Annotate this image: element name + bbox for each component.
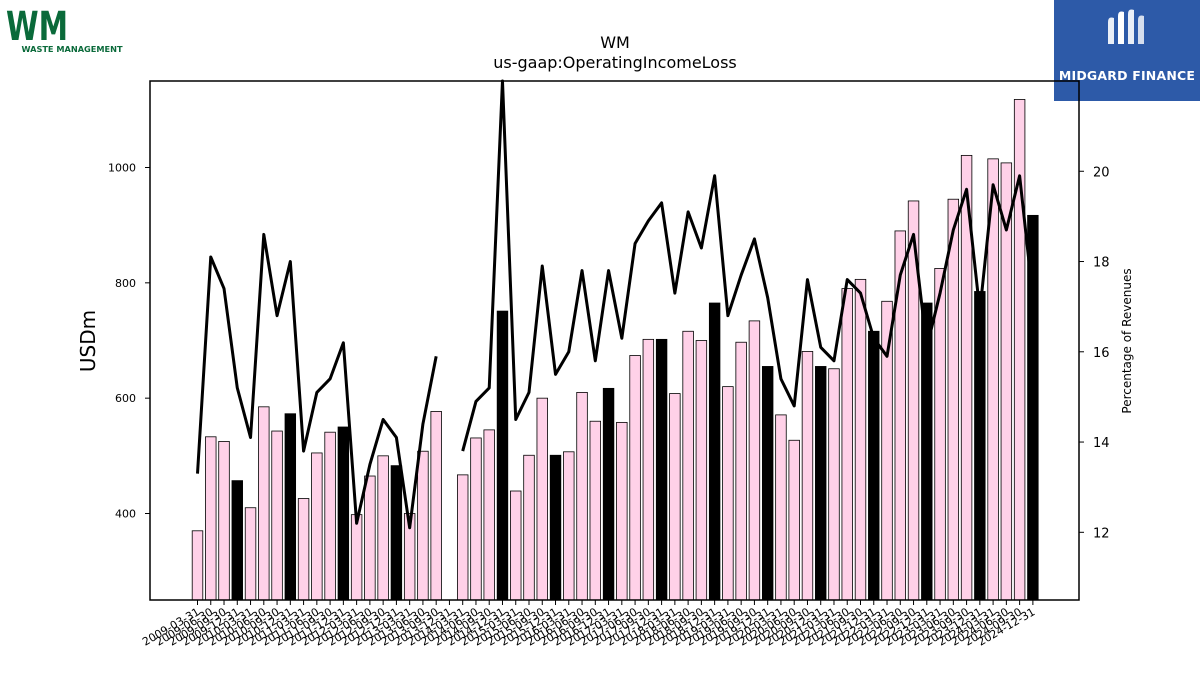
bar-2013-09-30 xyxy=(430,411,442,601)
bar-2016-12-31 xyxy=(602,387,615,601)
bar-2009-06-30 xyxy=(205,436,217,601)
y-tick-label: 400 xyxy=(115,508,136,521)
bar-2020-09-30 xyxy=(801,351,814,601)
bar-2021-06-30 xyxy=(841,288,853,601)
bar-2010-12-31 xyxy=(284,413,297,601)
y-axis-label: USDm xyxy=(76,310,100,372)
waste-management-logo: WM WASTE MANAGEMENT xyxy=(6,4,123,54)
bar-2016-09-30 xyxy=(589,420,602,601)
bar-2011-03-31 xyxy=(297,498,310,601)
bar-2021-12-31 xyxy=(868,330,880,601)
bar-2017-06-30 xyxy=(629,355,641,601)
bar-2014-03-31 xyxy=(456,474,469,601)
bar-2012-06-30 xyxy=(364,475,376,601)
bar-2018-12-31 xyxy=(708,302,721,601)
bar-2018-03-31 xyxy=(669,393,681,601)
bar-2017-03-31 xyxy=(616,421,628,601)
y2-tick-label: 18 xyxy=(1093,256,1110,271)
bar-2012-09-30 xyxy=(377,455,389,601)
y2-axis-label: Percentage of Revenues xyxy=(1120,268,1134,413)
bar-2015-12-31 xyxy=(549,454,562,601)
bar-2017-12-31 xyxy=(655,338,668,601)
bar-2020-06-30 xyxy=(788,439,800,601)
bar-2010-09-30 xyxy=(271,430,283,601)
bar-2020-03-31 xyxy=(775,414,787,601)
bar-2022-06-30 xyxy=(894,230,906,601)
bar-2019-03-31 xyxy=(722,386,734,601)
bar-2012-03-31 xyxy=(350,514,363,601)
bar-2015-03-31 xyxy=(510,490,522,601)
bar-2016-03-31 xyxy=(563,451,575,601)
y2-tick-label: 16 xyxy=(1093,346,1110,361)
bar-2019-06-30 xyxy=(735,341,747,601)
chart-title: WM xyxy=(600,33,630,52)
bar-2009-09-30 xyxy=(218,441,230,601)
bar-2023-12-31 xyxy=(974,291,986,601)
chart-subtitle: us-gaap:OperatingIncomeLoss xyxy=(493,53,737,72)
bar-2010-06-30 xyxy=(258,406,270,601)
y-tick-label: 800 xyxy=(115,277,136,290)
bar-2011-12-31 xyxy=(337,426,350,601)
bar-2023-03-31 xyxy=(934,268,946,601)
midgard-mark-icon xyxy=(1108,9,1144,44)
provider-name: MIDGARD FINANCE xyxy=(1058,68,1196,83)
bar-2013-06-30 xyxy=(417,450,429,601)
bar-2016-06-30 xyxy=(576,391,588,601)
y-tick-label: 1000 xyxy=(108,162,136,175)
bar-2023-06-30 xyxy=(947,198,960,601)
bar-2011-06-30 xyxy=(311,452,323,601)
bar-2018-06-30 xyxy=(682,330,694,601)
y2-tick-label: 14 xyxy=(1093,436,1110,451)
bar-2019-12-31 xyxy=(761,366,774,601)
bar-2014-12-31 xyxy=(496,310,509,601)
bar-2021-09-30 xyxy=(854,278,867,601)
bar-2012-12-31 xyxy=(390,465,403,601)
plot-frame xyxy=(149,80,1080,601)
bar-2022-03-31 xyxy=(881,300,893,601)
y-tick-label: 600 xyxy=(115,392,136,405)
bar-2014-06-30 xyxy=(470,437,482,601)
bar-2009-03-31 xyxy=(191,530,204,601)
logo-wordmark: WASTE MANAGEMENT xyxy=(21,44,123,54)
bar-2010-03-31 xyxy=(244,507,257,601)
bar-2011-09-30 xyxy=(324,431,336,601)
bar-2015-09-30 xyxy=(536,397,548,601)
logo-letter-w: WM xyxy=(6,4,68,50)
y2-tick-label: 12 xyxy=(1093,526,1110,541)
percentage-line xyxy=(196,79,1035,530)
bar-2021-03-31 xyxy=(828,368,840,601)
bar-2015-06-30 xyxy=(523,454,535,601)
bar-2018-09-30 xyxy=(695,340,708,601)
bar-2020-12-31 xyxy=(815,366,827,601)
bar-2009-12-31 xyxy=(231,480,243,601)
y2-tick-label: 20 xyxy=(1093,165,1110,180)
bar-2017-09-30 xyxy=(642,338,655,601)
bar-2019-09-30 xyxy=(748,320,761,601)
bar-2014-09-30 xyxy=(483,429,495,601)
